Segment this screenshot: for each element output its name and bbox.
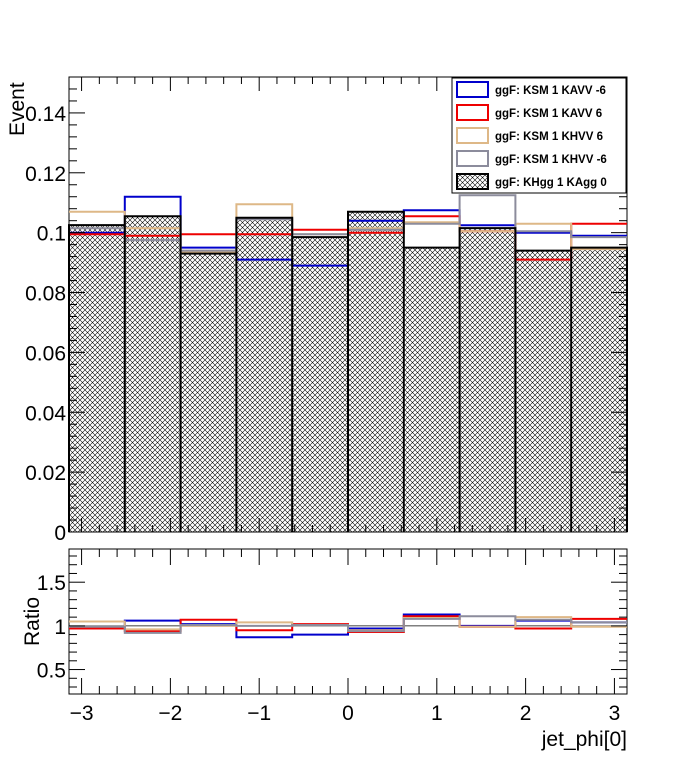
hatched-series-outline	[68, 210, 628, 532]
legend-swatch	[456, 81, 489, 98]
hatched-bin-bar	[515, 250, 572, 533]
y-tick-label: 0	[54, 522, 66, 545]
x-tick-label: −3	[70, 702, 94, 725]
legend-label: ggF: KSM 1 KHVV -6	[495, 154, 607, 166]
hatched-bin-bar	[571, 247, 627, 532]
hatched-histogram	[69, 211, 627, 533]
hatched-bin-bar	[403, 247, 460, 532]
top-y-axis-label: Event	[6, 82, 29, 136]
y-tick-label: 0.08	[25, 283, 66, 306]
top-panel: 0 0.02 0.04 0.06 0.08 0.1 0.12 0.14 Event ggF: …	[6, 76, 628, 545]
legend-swatch	[456, 173, 489, 190]
x-tick-label: −2	[158, 702, 182, 725]
x-tick-label: 3	[609, 702, 621, 725]
y-tick-label: 0.12	[25, 163, 66, 186]
hatched-bin-bar	[348, 211, 404, 532]
ratio-panel: 0.5 1 1.5 −3 −2 −1 0 1 2 3 Ratio jet_phi[0]	[21, 548, 628, 751]
hatched-bin-bar	[292, 237, 348, 533]
x-tick-label: 2	[520, 702, 532, 725]
y-tick-label: 1.5	[37, 572, 66, 595]
hatched-bin-bar	[124, 216, 181, 532]
legend-label: ggF: KSM 1 KAVV -6	[495, 85, 606, 97]
y-tick-label: 0.1	[37, 223, 66, 246]
x-axis: −3 −2 −1 0 1 2 3	[70, 549, 621, 725]
ratio-series-lines	[69, 613, 627, 639]
ratio-y-axis: 0.5 1 1.5	[37, 555, 627, 688]
legend-label: ggF: KSM 1 KHVV 6	[495, 131, 603, 143]
y-tick-label: 0.14	[25, 103, 66, 126]
y-tick-label: 0.06	[25, 342, 66, 365]
x-tick-label: −1	[247, 702, 271, 725]
hatched-bin-bar	[69, 225, 125, 532]
y-tick-label: 0.02	[25, 462, 66, 485]
ratio-y-axis-label: Ratio	[21, 597, 44, 646]
legend-label: ggF: KHgg 1 KAgg 0	[495, 177, 607, 189]
legend: ggF: KSM 1 KAVV -6 ggF: KSM 1 KAVV 6 ggF: …	[451, 77, 627, 194]
x-tick-label: 0	[342, 702, 354, 725]
legend-swatch	[456, 150, 489, 167]
legend-label: ggF: KSM 1 KAVV 6	[495, 108, 602, 120]
y-tick-label: 1	[54, 616, 66, 639]
x-axis-label: jet_phi[0]	[541, 728, 627, 751]
hatched-bin-bar	[236, 217, 293, 532]
y-tick-label: 0.5	[37, 660, 66, 683]
hatched-bin-bar	[459, 228, 516, 532]
y-tick-label: 0.04	[25, 402, 66, 425]
top-series-lines	[68, 194, 628, 532]
legend-swatch	[456, 127, 489, 144]
x-tick-label: 1	[431, 702, 443, 725]
legend-swatch	[456, 104, 489, 121]
ratio-series-line	[69, 615, 627, 634]
hatched-bin-bar	[180, 253, 237, 532]
